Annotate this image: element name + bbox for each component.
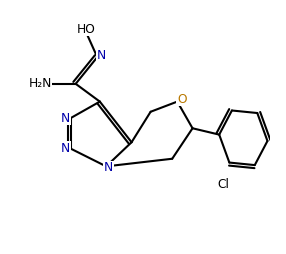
- Text: HO: HO: [76, 23, 95, 36]
- Text: Cl: Cl: [217, 178, 229, 191]
- Text: N: N: [104, 161, 113, 174]
- Text: N: N: [96, 49, 106, 62]
- Text: H₂N: H₂N: [28, 77, 52, 90]
- Text: N: N: [61, 112, 70, 125]
- Text: N: N: [61, 142, 70, 155]
- Text: O: O: [177, 92, 187, 106]
